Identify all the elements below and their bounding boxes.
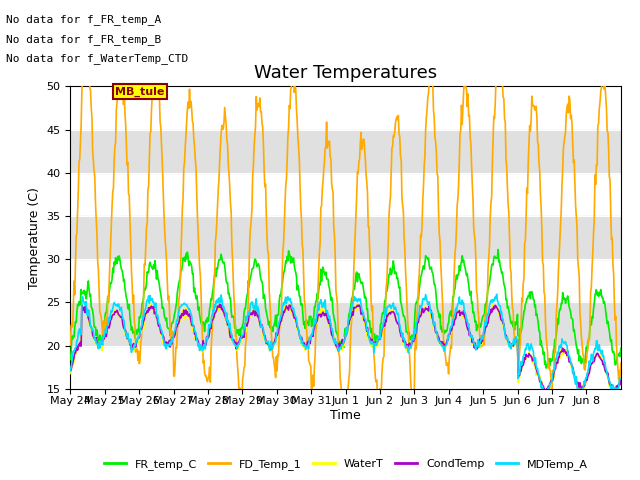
Text: No data for f_FR_temp_B: No data for f_FR_temp_B	[6, 34, 162, 45]
Text: No data for f_WaterTemp_CTD: No data for f_WaterTemp_CTD	[6, 53, 189, 64]
Bar	[70, 216, 621, 259]
Bar	[70, 130, 621, 173]
Text: No data for f_FR_temp_A: No data for f_FR_temp_A	[6, 14, 162, 25]
Text: MB_tule: MB_tule	[115, 86, 164, 96]
Legend: FR_temp_C, FD_Temp_1, WaterT, CondTemp, MDTemp_A: FR_temp_C, FD_Temp_1, WaterT, CondTemp, …	[99, 454, 592, 474]
Y-axis label: Temperature (C): Temperature (C)	[28, 187, 41, 288]
Title: Water Temperatures: Water Temperatures	[254, 64, 437, 82]
X-axis label: Time: Time	[330, 409, 361, 422]
Bar	[70, 302, 621, 346]
